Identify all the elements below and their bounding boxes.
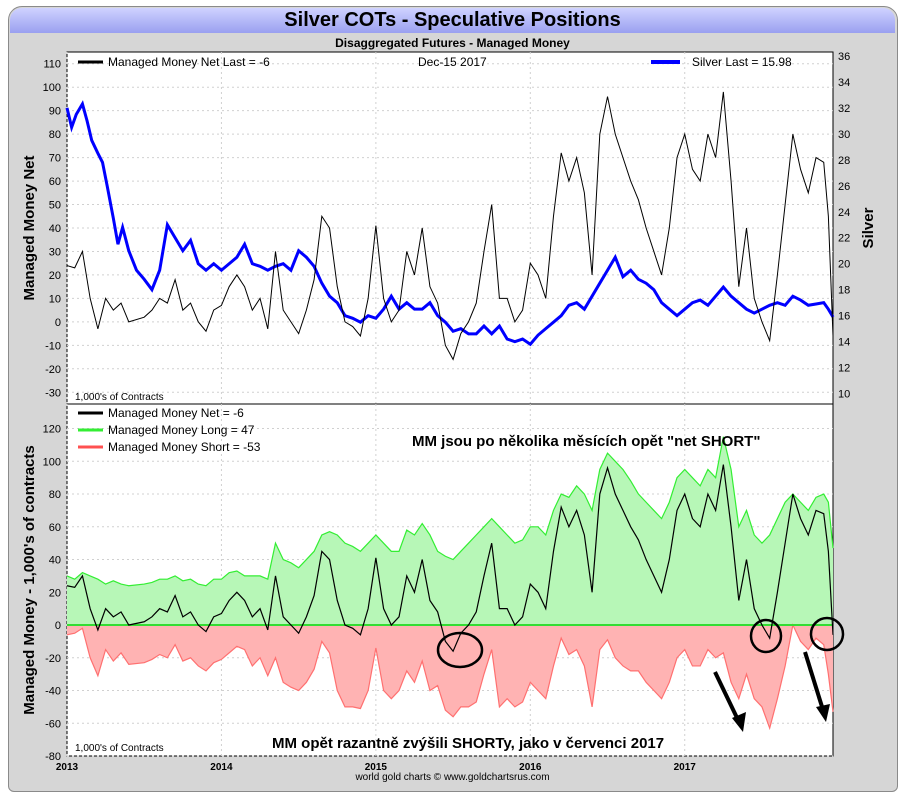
footer-credit: world gold charts © www.goldchartsrus.co… [355,772,550,783]
bottom-ytick-label-60: 60 [49,522,61,534]
top-units-note: 1,000's of Contracts [75,392,164,403]
bottom-ytick-label-60: -60 [45,718,61,730]
bottom-y-axis-title: Managed Money - 1,000's of contracts [21,445,38,714]
annotation-shorts-increase: MM opět razantně zvýšili SHORTy, jako v … [272,735,664,752]
arrow-2-shaft [803,651,825,711]
x-tick-label-2013: 2013 [56,762,79,773]
top-y2-axis-title: Silver [860,207,877,248]
top-y-axis-title: Managed Money Net [21,155,38,300]
silver-price-line [65,100,835,347]
top-ytick-label-50: 50 [49,200,61,212]
top-y2tick-label-24: 24 [838,207,850,219]
long-area-fill [67,436,833,626]
arrow-2-head [816,704,830,722]
circle-marker-2017-dec [809,616,845,652]
top-y2tick-label-22: 22 [838,233,850,245]
top-ytick-label-30: -30 [45,387,61,399]
top-y2tick-label-26: 26 [838,181,850,193]
top-ytick-label-10: 10 [49,293,61,305]
bottom-ytick-label-20: 20 [49,587,61,599]
bottom-ytick-label-80: -80 [45,751,61,763]
legend-mm-net-label: Managed Money Net Last = -6 [108,55,270,69]
title-bar: Silver COTs - Speculative Positions [10,8,895,33]
top-ytick-label-0: 0 [55,317,61,329]
top-y2tick-label-18: 18 [838,285,850,297]
top-ytick-label-110: 110 [43,59,61,71]
chart-title: Silver COTs - Speculative Positions [284,9,621,31]
managed-money-net-line-bottom [66,464,834,653]
top-y2tick-label-20: 20 [838,259,850,271]
top-ytick-label-10: -10 [45,340,61,352]
top-y2tick-label-30: 30 [838,129,850,141]
x-tick-label-2017: 2017 [674,762,697,773]
top-y2tick-label-16: 16 [838,311,850,323]
top-ytick-label-70: 70 [49,153,61,165]
bottom-ytick-label-20: -20 [45,653,61,665]
legend2-long-label: Managed Money Long = 47 [108,423,255,437]
bottom-ytick-label-40: -40 [45,686,61,698]
top-y2tick-label-12: 12 [838,363,850,375]
top-y2tick-label-10: 10 [838,389,850,401]
circle-marker-2015 [436,631,484,669]
bottom-ytick-label-80: 80 [49,489,61,501]
short-area-line [66,623,834,731]
long-area-line [66,436,834,587]
arrow-1-head [732,712,746,732]
top-ytick-label-40: 40 [49,223,61,235]
top-y2tick-label-28: 28 [838,155,850,167]
top-plot-area [66,51,834,405]
x-tick-label-2015: 2015 [365,762,388,773]
legend-date-label: Dec-15 2017 [418,55,487,69]
annotation-net-short: MM jsou po několika měsících opět "net S… [412,433,760,450]
x-tick-label-2016: 2016 [519,762,542,773]
top-ytick-label-100: 100 [43,82,61,94]
top-ytick-label-80: 80 [49,129,61,141]
legend-silver-label: Silver Last = 15.98 [692,55,792,69]
top-ytick-label-20: -20 [45,364,61,376]
circle-marker-2017-jul [749,618,783,654]
top-y2tick-label-34: 34 [838,77,850,89]
top-y2tick-label-14: 14 [838,337,850,349]
x-tick-label-2014: 2014 [210,762,233,773]
short-area-fill [67,625,833,729]
managed-money-net-line-top [66,91,834,361]
bottom-ytick-label-0: 0 [55,620,61,632]
top-y2tick-label-36: 36 [838,51,850,63]
legend2-short-label: Managed Money Short = -53 [108,440,261,454]
top-ytick-label-30: 30 [49,246,61,258]
arrow-1-shaft [713,671,741,723]
top-ytick-label-20: 20 [49,270,61,282]
legend2-net-label: Managed Money Net = -6 [108,406,244,420]
bottom-ytick-label-40: 40 [49,555,61,567]
bottom-units-note: 1,000's of Contracts [75,743,164,754]
chart-subtitle: Disaggregated Futures - Managed Money [335,36,570,50]
top-y2tick-label-32: 32 [838,103,850,115]
top-ytick-label-60: 60 [49,176,61,188]
top-ytick-label-90: 90 [49,106,61,118]
bottom-ytick-label-120: 120 [43,424,61,436]
bottom-ytick-label-100: 100 [43,456,61,468]
